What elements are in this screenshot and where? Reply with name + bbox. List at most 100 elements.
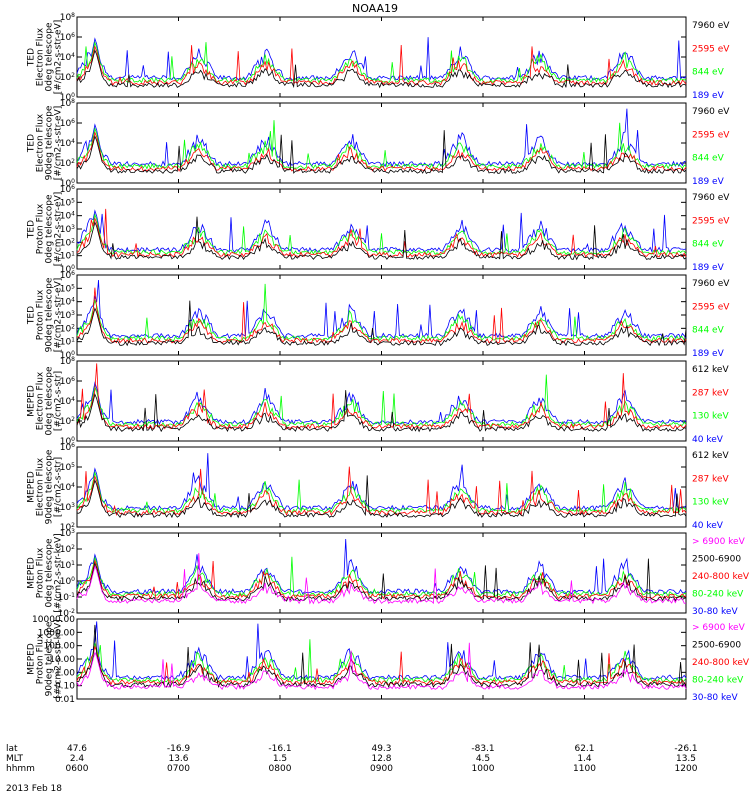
- legend-entry: 189 eV: [692, 177, 725, 187]
- legend-entry: 189 eV: [692, 349, 725, 359]
- legend-entry: 844 eV: [692, 154, 725, 164]
- y-tick-label: 106: [60, 442, 75, 454]
- y-tick-label: 104: [60, 138, 75, 150]
- legend-entry: 844 eV: [692, 326, 725, 336]
- y-axis-label: MEPEDProton Flux90deg telescope[#/cm2-s-…: [27, 619, 64, 698]
- axis-row-label: lat: [6, 744, 18, 754]
- legend-entry: 240-800 keV: [692, 658, 750, 668]
- x-axis-value: 1200: [674, 764, 698, 774]
- legend-entry: 30-80 keV: [692, 607, 738, 617]
- y-tick-label: 100: [60, 92, 75, 104]
- series-trace: [76, 453, 687, 512]
- series-trace: [76, 471, 687, 514]
- y-tick-label: 102: [60, 544, 75, 556]
- x-axis-value: 1000: [471, 764, 495, 774]
- series-trace: [76, 639, 687, 684]
- series-trace: [76, 131, 687, 172]
- y-tick-label: 102: [60, 416, 75, 428]
- series-trace: [76, 213, 687, 256]
- y-tick-label: 108: [60, 12, 75, 24]
- series-trace: [76, 621, 687, 681]
- y-axis-label: TEDProton Flux0deg telescope[#/cm2-s-str…: [27, 192, 64, 267]
- x-axis-value: 62.1: [574, 744, 595, 754]
- panel-8: 0.01 0.10 1.00 10.00 100.00 1000.00 10000.00ME…: [27, 615, 750, 705]
- y-axis-label: MEPEDProton Flux0deg telescope[#/cm2-s-s…: [27, 533, 64, 612]
- legend-entry: 287 keV: [692, 474, 729, 484]
- y-tick-label: 108: [60, 98, 75, 110]
- x-axis-value: -26.1: [674, 744, 698, 754]
- x-axis-value: -16.1: [268, 744, 292, 754]
- legend-entry: 2595 eV: [692, 216, 730, 226]
- legend-entry: 7960 eV: [692, 107, 730, 117]
- series-trace: [76, 41, 687, 84]
- y-tick-label: 0.01: [55, 695, 75, 705]
- y-tick-label: 105: [60, 462, 75, 474]
- legend-entry: 80-240 keV: [692, 590, 744, 600]
- series-trace: [76, 49, 687, 89]
- series-trace: [76, 374, 687, 428]
- y-tick-label: 1.00: [55, 668, 75, 678]
- legend-entry: 189 eV: [692, 91, 725, 101]
- panel-frame: [76, 102, 687, 184]
- x-axis-value: 2.4: [69, 754, 85, 764]
- series-trace: [77, 624, 687, 689]
- x-axis-value: 0700: [167, 764, 190, 774]
- y-tick-label: 1000.00: [38, 628, 75, 638]
- legend-entry: 130 keV: [692, 498, 729, 508]
- x-axis-value: 13.6: [168, 754, 189, 764]
- legend-entry: 2595 eV: [692, 302, 730, 312]
- series-trace: [76, 645, 686, 686]
- legend-entry: 2595 eV: [692, 44, 730, 54]
- series-trace: [76, 466, 687, 517]
- x-axis-value: -83.1: [471, 744, 495, 754]
- x-axis-value: 12.8: [371, 754, 392, 764]
- series-trace: [76, 37, 687, 82]
- axis-row-label: hhmm: [6, 764, 35, 774]
- y-tick-label: 100: [60, 264, 75, 276]
- x-axis-value: 47.6: [66, 744, 88, 754]
- legend-entry: 7960 eV: [692, 21, 730, 31]
- y-tick-label: 104: [60, 296, 75, 308]
- series-trace: [76, 538, 687, 595]
- y-tick-label: 104: [60, 52, 75, 64]
- series-trace: [76, 475, 687, 519]
- chart-title: NOAA19: [351, 2, 399, 15]
- legend-entry: 2500-6900: [692, 555, 741, 565]
- series-trace: [76, 300, 687, 347]
- y-tick-label: 102: [60, 522, 75, 534]
- y-tick-label: 103: [60, 502, 75, 514]
- legend-entry: 844 eV: [692, 68, 725, 78]
- y-tick-label: 102: [60, 72, 75, 84]
- series-trace: [76, 108, 687, 168]
- y-tick-label: 106: [60, 270, 75, 282]
- y-tick-label: 106: [60, 118, 75, 130]
- legend-entry: 287 keV: [692, 388, 729, 398]
- legend-entry: 40 keV: [692, 435, 724, 445]
- legend-entry: 2595 eV: [692, 130, 730, 140]
- y-tick-label: 10-1: [58, 592, 76, 604]
- series-trace: [76, 283, 687, 342]
- legend-entry: 612 keV: [692, 365, 729, 375]
- y-tick-label: 100: [60, 178, 75, 190]
- y-tick-label: 101: [60, 250, 75, 262]
- y-tick-label: 100: [60, 350, 75, 362]
- y-tick-label: 103: [60, 224, 75, 236]
- panel-frame: [76, 532, 687, 614]
- y-tick-label: 103: [60, 528, 75, 540]
- y-tick-label: 106: [60, 376, 75, 388]
- y-tick-label: 104: [60, 210, 75, 222]
- y-tick-label: 10000.00: [32, 615, 75, 625]
- series-trace: [76, 130, 687, 174]
- y-tick-label: 106: [60, 32, 75, 44]
- x-axis-value: 13.5: [675, 754, 697, 764]
- series-trace: [76, 279, 687, 340]
- legend-entry: 2500-6900: [692, 641, 741, 651]
- series-trace: [76, 363, 687, 430]
- y-tick-label: 108: [60, 356, 75, 368]
